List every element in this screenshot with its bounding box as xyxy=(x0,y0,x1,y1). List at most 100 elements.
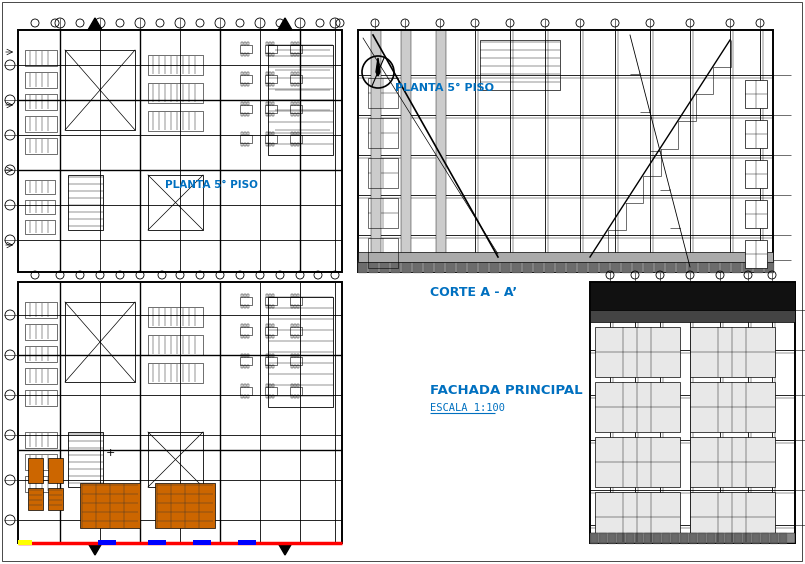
Bar xyxy=(193,540,211,545)
Bar xyxy=(297,395,299,398)
Polygon shape xyxy=(653,533,660,543)
Bar xyxy=(272,83,274,86)
Bar xyxy=(368,158,398,188)
Bar xyxy=(148,540,166,545)
Bar xyxy=(690,437,775,487)
Bar xyxy=(290,297,302,305)
Polygon shape xyxy=(501,260,509,272)
Bar xyxy=(266,354,268,357)
Bar xyxy=(241,365,243,368)
Bar xyxy=(247,132,249,135)
Bar xyxy=(266,132,268,135)
Bar xyxy=(590,310,795,322)
Bar xyxy=(241,72,243,75)
Bar xyxy=(266,305,268,308)
Bar xyxy=(247,294,249,297)
Bar xyxy=(272,324,274,327)
Bar xyxy=(247,365,249,368)
Bar xyxy=(269,143,271,146)
Bar xyxy=(272,365,274,368)
Text: CORTE A - A’: CORTE A - A’ xyxy=(430,285,517,298)
Bar xyxy=(244,354,246,357)
Bar xyxy=(590,282,795,310)
Bar xyxy=(291,42,293,45)
Bar xyxy=(291,102,293,105)
Bar xyxy=(269,102,271,105)
Bar xyxy=(25,302,57,318)
Bar xyxy=(272,354,274,357)
Bar xyxy=(272,294,274,297)
Bar xyxy=(272,113,274,116)
Polygon shape xyxy=(446,260,454,272)
Polygon shape xyxy=(611,260,619,272)
Bar xyxy=(294,72,296,75)
Bar xyxy=(294,305,296,308)
Bar xyxy=(28,458,43,483)
Bar xyxy=(244,102,246,105)
Text: FACHADA PRINCIPAL: FACHADA PRINCIPAL xyxy=(430,384,583,396)
Bar xyxy=(65,50,135,130)
Bar xyxy=(148,432,203,487)
Bar xyxy=(240,357,252,365)
Polygon shape xyxy=(578,260,586,272)
Bar xyxy=(590,282,795,543)
Bar xyxy=(25,94,57,110)
Bar xyxy=(148,307,203,327)
Bar xyxy=(241,305,243,308)
Bar xyxy=(368,198,398,228)
Bar xyxy=(269,365,271,368)
Bar xyxy=(297,53,299,56)
Bar xyxy=(745,200,767,228)
Bar xyxy=(290,45,302,53)
Bar xyxy=(244,113,246,116)
Bar xyxy=(238,540,256,545)
Bar xyxy=(244,53,246,56)
Bar xyxy=(68,175,103,230)
Polygon shape xyxy=(556,260,564,272)
Bar xyxy=(241,294,243,297)
Bar xyxy=(241,83,243,86)
Bar xyxy=(268,45,333,155)
Bar xyxy=(265,387,277,395)
Polygon shape xyxy=(369,260,377,272)
Polygon shape xyxy=(278,543,292,555)
Bar xyxy=(294,335,296,338)
Bar xyxy=(266,384,268,387)
Bar xyxy=(368,238,398,268)
Polygon shape xyxy=(391,260,399,272)
Bar xyxy=(297,143,299,146)
Bar xyxy=(244,294,246,297)
Bar xyxy=(358,260,773,272)
Bar xyxy=(690,492,775,542)
Polygon shape xyxy=(716,533,723,543)
Bar xyxy=(247,42,249,45)
Polygon shape xyxy=(608,533,615,543)
Bar xyxy=(294,294,296,297)
Bar xyxy=(244,143,246,146)
Bar xyxy=(291,305,293,308)
Polygon shape xyxy=(512,260,520,272)
Bar xyxy=(269,305,271,308)
Bar xyxy=(294,53,296,56)
Bar xyxy=(25,368,57,384)
Bar xyxy=(294,132,296,135)
Bar xyxy=(240,297,252,305)
Bar xyxy=(269,384,271,387)
Bar xyxy=(269,42,271,45)
Bar xyxy=(265,135,277,143)
Polygon shape xyxy=(671,533,678,543)
Bar xyxy=(297,335,299,338)
Bar xyxy=(25,346,57,362)
Bar xyxy=(240,387,252,395)
Bar xyxy=(294,83,296,86)
Bar xyxy=(297,384,299,387)
Bar xyxy=(268,297,333,407)
Bar xyxy=(294,384,296,387)
Polygon shape xyxy=(545,260,553,272)
Bar xyxy=(297,294,299,297)
Bar xyxy=(265,297,277,305)
Bar xyxy=(294,395,296,398)
Bar xyxy=(690,327,775,377)
Bar xyxy=(241,354,243,357)
Polygon shape xyxy=(666,260,674,272)
